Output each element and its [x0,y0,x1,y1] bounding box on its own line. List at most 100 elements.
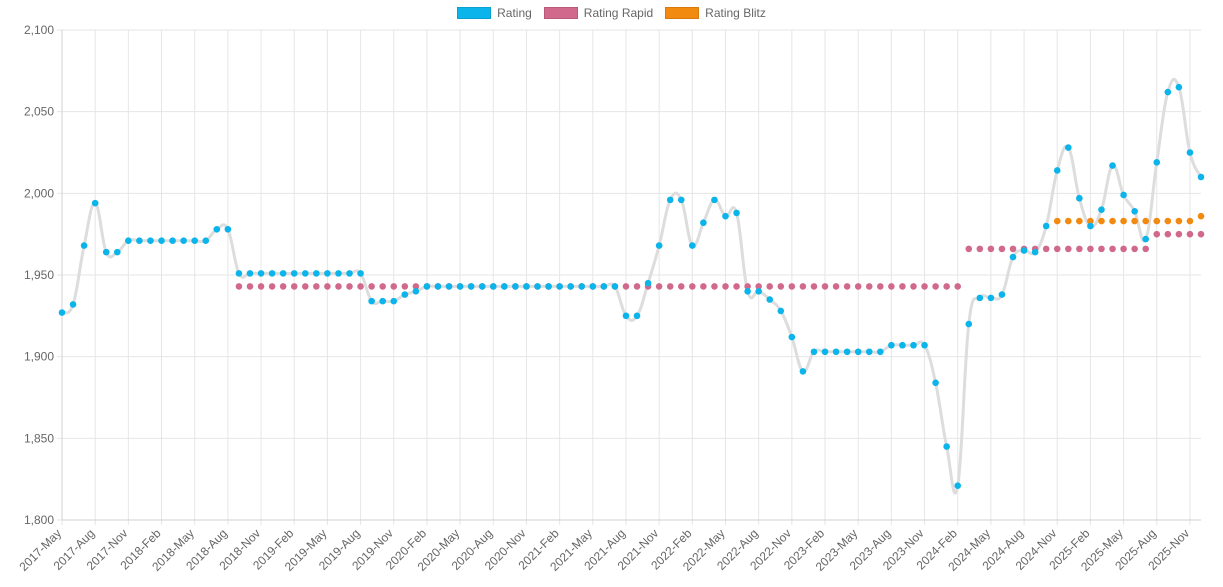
data-point-rating[interactable] [910,341,917,349]
data-point-rating-blitz[interactable] [1186,217,1194,225]
data-point-rating-blitz[interactable] [1142,217,1150,225]
data-point-rating[interactable] [644,279,652,287]
data-point-rating[interactable] [523,283,530,290]
data-point-rating[interactable] [1153,159,1161,166]
data-point-rating[interactable] [368,297,375,305]
data-point-rating-rapid[interactable] [357,283,364,290]
data-point-rating-rapid[interactable] [290,283,298,290]
data-point-rating[interactable] [235,270,243,277]
data-point-rating[interactable] [423,283,431,290]
data-point-rating[interactable] [633,312,641,320]
data-point-rating-rapid[interactable] [854,283,862,290]
data-point-rating[interactable] [180,237,187,244]
data-point-rating[interactable] [1142,235,1150,243]
data-point-rating-blitz[interactable] [1076,217,1083,225]
data-point-rating-blitz[interactable] [1087,217,1094,225]
data-point-rating[interactable] [655,242,663,249]
data-point-rating[interactable] [534,283,541,290]
data-point-rating-blitz[interactable] [1131,217,1138,225]
data-point-rating-rapid[interactable] [622,283,630,290]
data-point-rating[interactable] [58,309,66,316]
data-point-rating[interactable] [788,333,796,341]
legend-item-rating-blitz[interactable]: Rating Blitz [665,6,766,20]
data-point-rating[interactable] [390,297,398,305]
data-point-rating-blitz[interactable] [1053,217,1061,225]
data-point-rating[interactable] [932,379,939,387]
data-point-rating[interactable] [213,225,221,233]
data-point-rating-rapid[interactable] [1053,245,1061,253]
data-point-rating[interactable] [1175,83,1183,91]
data-point-rating[interactable] [888,341,895,349]
data-point-rating[interactable] [313,270,320,277]
data-point-rating-rapid[interactable] [976,245,984,253]
data-point-rating[interactable] [799,368,807,375]
data-point-rating[interactable] [401,291,409,298]
data-point-rating-blitz[interactable] [1109,217,1116,225]
data-point-rating[interactable] [158,237,165,244]
data-point-rating[interactable] [412,288,420,295]
data-point-rating-rapid[interactable] [1065,245,1072,253]
data-point-rating[interactable] [666,196,674,204]
data-point-rating-rapid[interactable] [888,283,895,290]
data-point-rating[interactable] [921,341,928,349]
data-point-rating-rapid[interactable] [832,283,840,290]
data-point-rating[interactable] [755,288,762,295]
data-point-rating[interactable] [987,294,995,302]
data-point-rating[interactable] [821,348,829,356]
data-point-rating-rapid[interactable] [1197,230,1205,238]
data-point-rating-rapid[interactable] [910,283,917,290]
data-point-rating[interactable] [1031,248,1039,256]
data-point-rating-rapid[interactable] [257,283,265,290]
data-point-rating[interactable] [843,348,851,356]
data-point-rating-rapid[interactable] [324,283,331,290]
data-point-rating-rapid[interactable] [655,283,663,290]
data-point-rating[interactable] [677,196,685,204]
data-point-rating[interactable] [622,312,630,320]
data-point-rating-rapid[interactable] [1109,245,1116,253]
data-point-rating[interactable] [434,283,442,290]
data-point-rating-rapid[interactable] [379,283,386,290]
data-point-rating[interactable] [290,270,298,277]
legend-item-rating[interactable]: Rating [457,6,532,20]
data-point-rating-rapid[interactable] [335,283,342,290]
data-point-rating[interactable] [998,291,1006,298]
data-point-rating-rapid[interactable] [246,283,254,290]
data-point-rating-rapid[interactable] [346,283,353,290]
data-point-rating-rapid[interactable] [1131,245,1138,253]
data-point-rating[interactable] [600,283,608,290]
data-point-rating[interactable] [102,248,110,256]
data-point-rating-rapid[interactable] [865,283,873,290]
data-point-rating[interactable] [91,199,99,207]
data-point-rating-rapid[interactable] [821,283,829,290]
data-point-rating[interactable] [700,219,707,227]
data-point-rating[interactable] [943,443,950,450]
data-point-rating-rapid[interactable] [932,283,939,290]
data-point-rating[interactable] [556,283,563,290]
data-point-rating-rapid[interactable] [279,283,287,290]
data-point-rating-rapid[interactable] [877,283,884,290]
data-point-rating-rapid[interactable] [1009,245,1017,253]
data-point-rating-blitz[interactable] [1153,217,1161,225]
data-point-rating[interactable] [1098,206,1105,213]
legend-item-rating-rapid[interactable]: Rating Rapid [543,6,653,20]
data-point-rating[interactable] [456,283,464,290]
data-point-rating-rapid[interactable] [1076,245,1083,253]
data-point-rating-rapid[interactable] [235,283,243,290]
data-point-rating[interactable] [80,242,88,249]
data-point-rating-rapid[interactable] [1098,245,1105,253]
data-point-rating[interactable] [125,237,132,244]
data-point-rating-rapid[interactable] [633,283,641,290]
data-point-rating-rapid[interactable] [1087,245,1094,253]
data-point-rating-rapid[interactable] [943,283,950,290]
data-point-rating-rapid[interactable] [700,283,707,290]
data-point-rating[interactable] [899,341,906,349]
data-point-rating[interactable] [1186,149,1194,156]
data-point-rating-rapid[interactable] [987,245,995,253]
data-point-rating[interactable] [1164,88,1172,96]
data-point-rating-rapid[interactable] [744,283,751,290]
data-point-rating-rapid[interactable] [921,283,928,290]
data-point-rating[interactable] [766,296,774,303]
data-point-rating-rapid[interactable] [954,283,962,290]
data-point-rating-rapid[interactable] [1042,245,1050,253]
data-point-rating[interactable] [1053,167,1061,174]
